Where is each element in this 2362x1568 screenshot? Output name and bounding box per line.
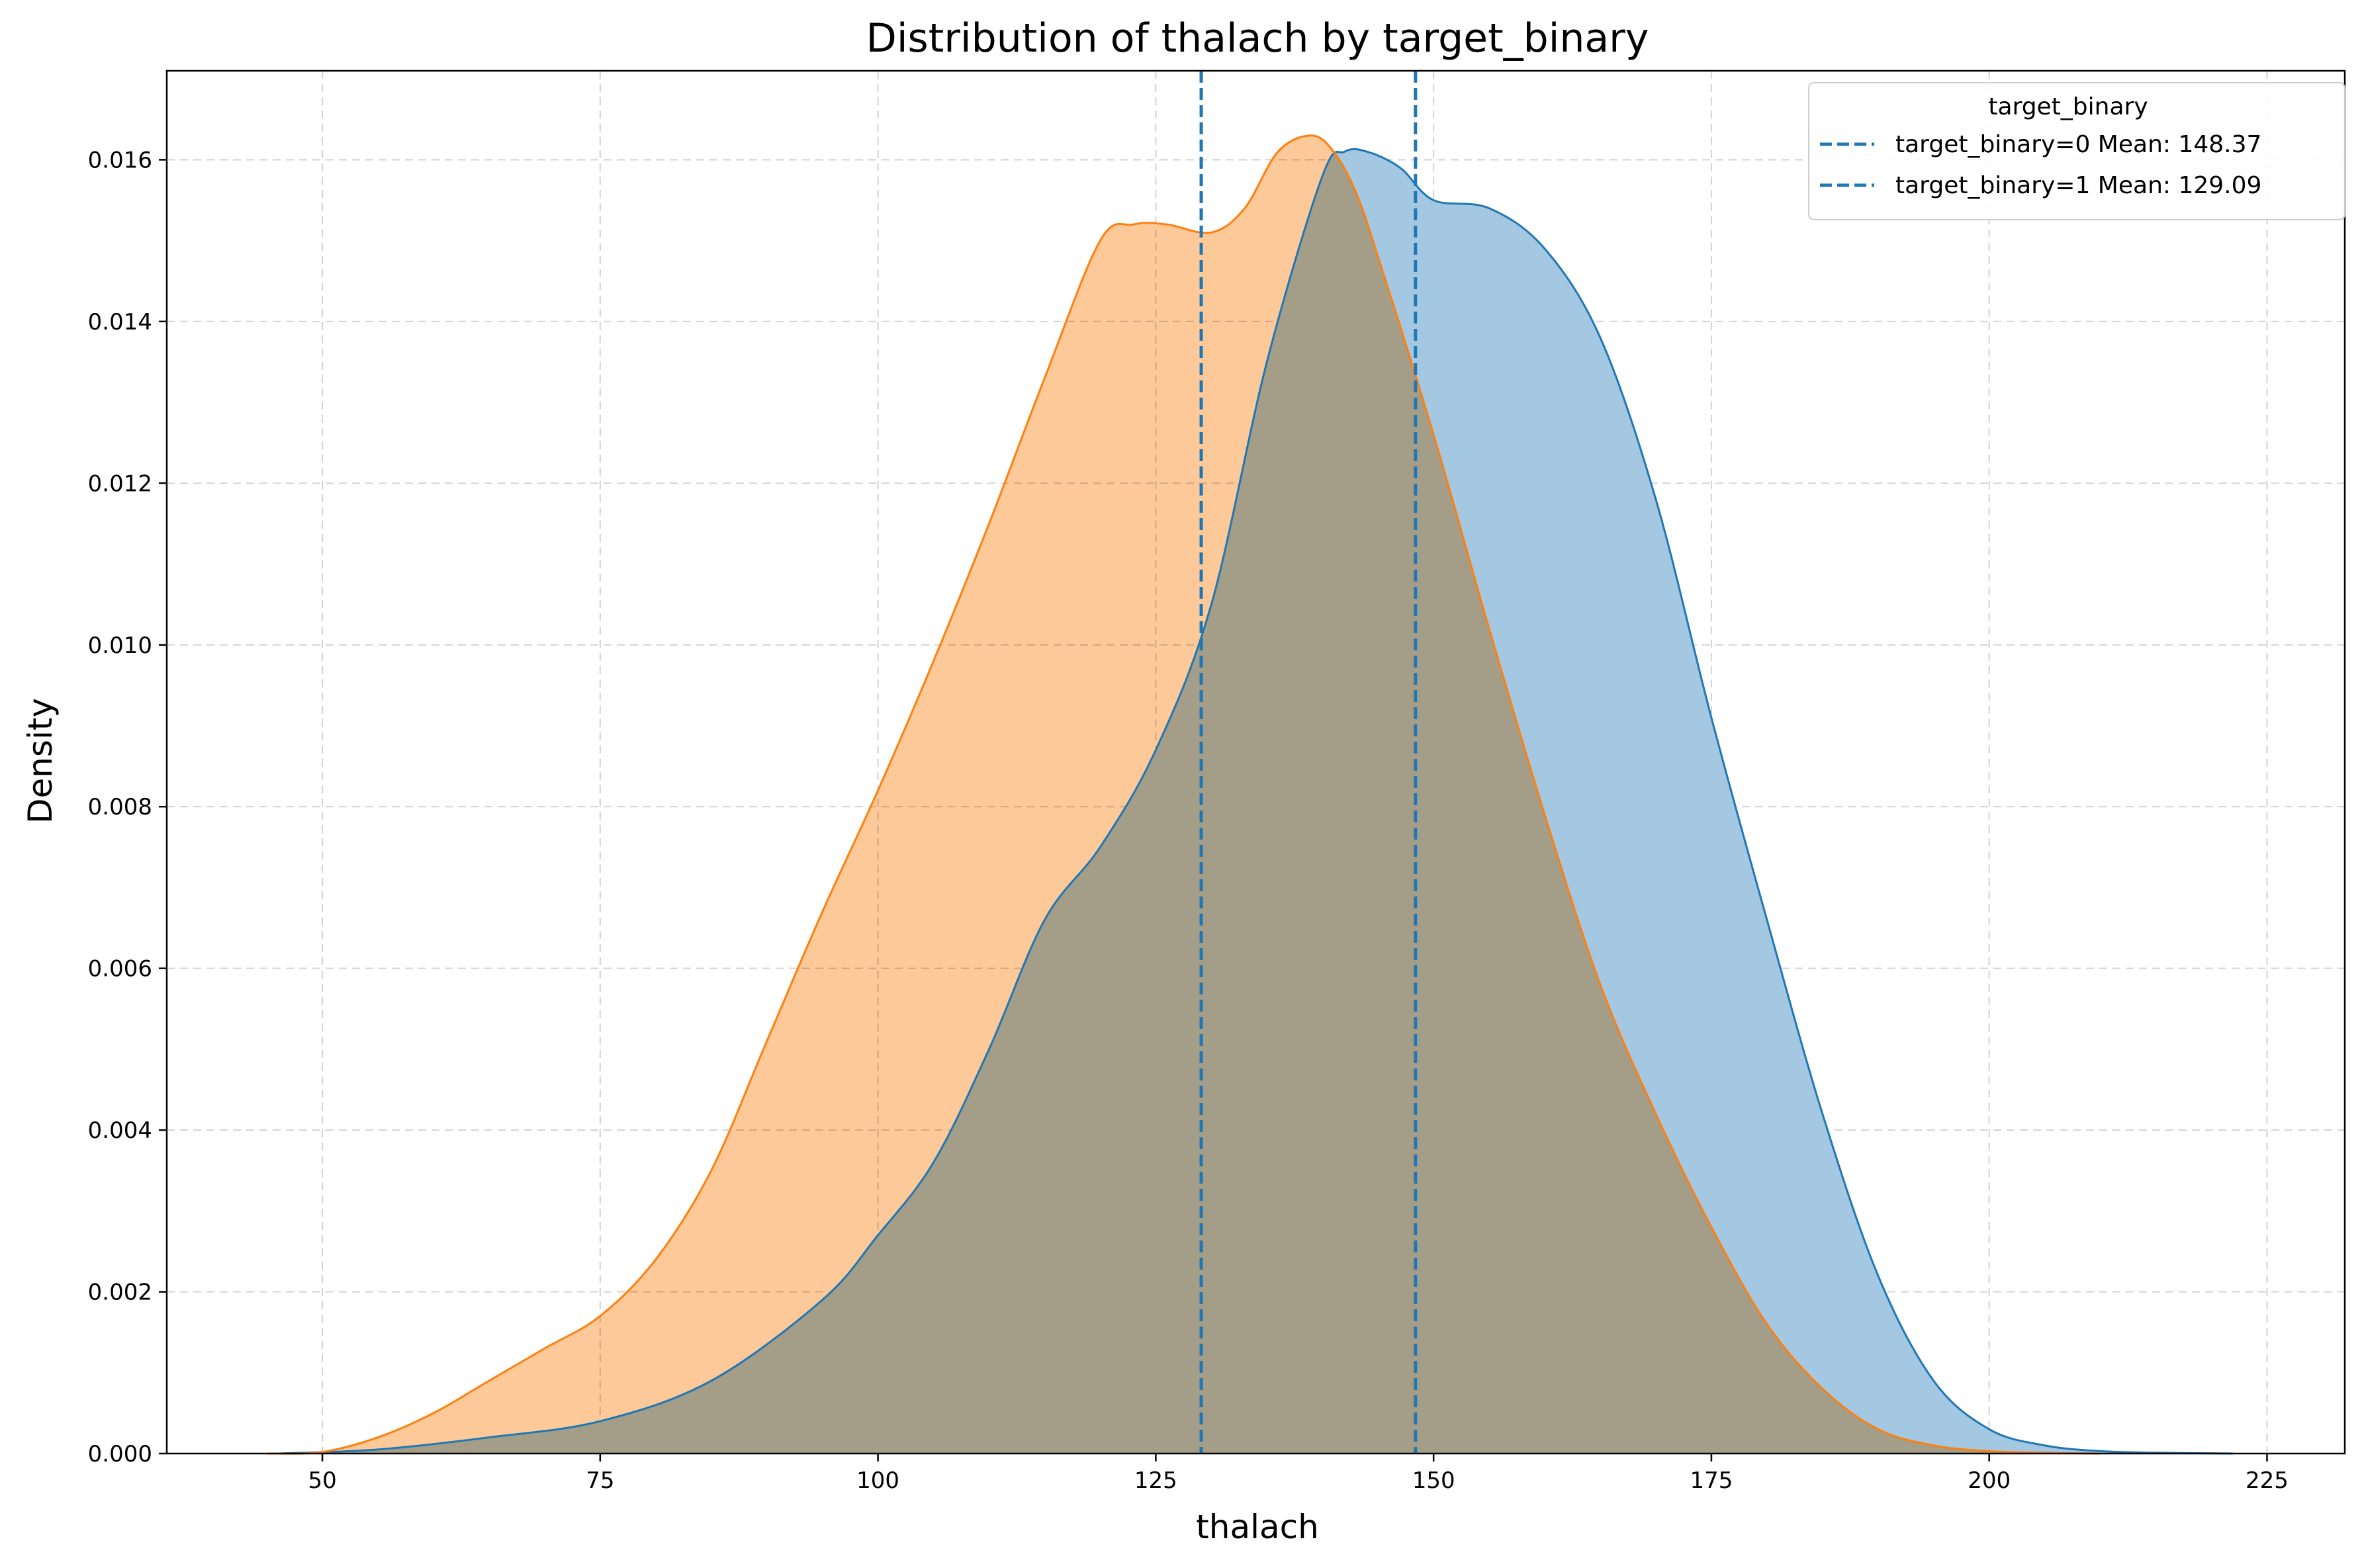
- density-fill-target-1: [267, 135, 2101, 1454]
- y-tick-label: 0.006: [88, 956, 152, 982]
- y-tick-label: 0.014: [88, 309, 152, 335]
- chart-title: Distribution of thalach by target_binary: [866, 15, 1649, 62]
- plot-frame: [165, 69, 2346, 1455]
- y-tick-label: 0.008: [88, 794, 152, 820]
- mean-lines: [1199, 71, 1418, 1454]
- y-tick-label: 0.004: [88, 1117, 152, 1144]
- y-axis-label: Density: [21, 698, 60, 824]
- x-axis-ticks: 50 75 100 125 150 175 200 225: [308, 1454, 2289, 1494]
- x-axis-label: thalach: [1196, 1508, 1319, 1546]
- y-tick-label: 0.012: [88, 470, 152, 497]
- y-tick-label: 0.000: [88, 1441, 152, 1467]
- density-line-target-0: [277, 148, 2234, 1455]
- legend-entries: target_binary=0 Mean: 148.37 target_binar…: [1820, 131, 2261, 199]
- y-tick-label: 0.016: [88, 147, 152, 173]
- legend-entry-label: target_binary=0 Mean: 148.37: [1895, 131, 2261, 158]
- x-tick-label: 225: [2246, 1467, 2289, 1494]
- y-tick-label: 0.010: [88, 632, 152, 659]
- legend-entry-label: target_binary=1 Mean: 129.09: [1895, 172, 2261, 199]
- legend: target_binary target_binary=0 Mean: 148.…: [1808, 82, 2345, 220]
- x-tick-label: 150: [1412, 1467, 1455, 1494]
- density-areas: [267, 134, 2234, 1455]
- legend-title: target_binary: [1988, 93, 2148, 120]
- x-tick-label: 50: [308, 1467, 336, 1494]
- x-tick-label: 125: [1134, 1467, 1177, 1494]
- y-axis-ticks: 0.000 0.002 0.004 0.006 0.008 0.010 0.012 0.014…: [88, 147, 167, 1467]
- density-line-target-1: [267, 134, 2101, 1455]
- legend-box: [1808, 82, 2345, 220]
- x-tick-label: 75: [586, 1467, 614, 1494]
- x-tick-label: 175: [1690, 1467, 1733, 1494]
- x-tick-label: 200: [1968, 1467, 2011, 1494]
- x-tick-label: 100: [856, 1467, 899, 1494]
- y-tick-label: 0.002: [88, 1280, 152, 1306]
